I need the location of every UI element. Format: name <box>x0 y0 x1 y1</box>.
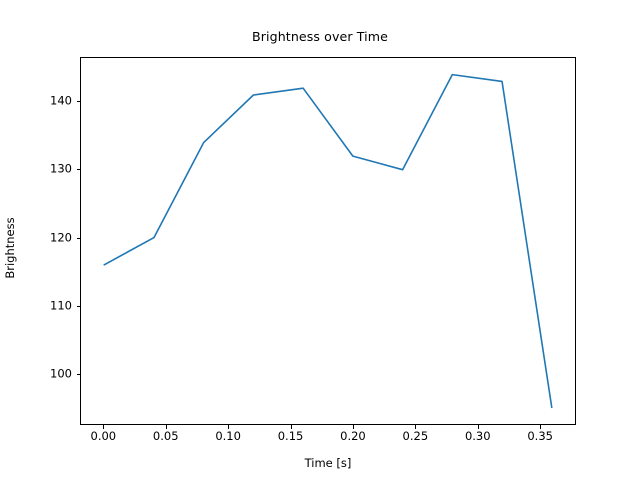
x-tick-label: 0.00 <box>90 429 117 443</box>
x-tick-label: 0.15 <box>277 429 304 443</box>
x-tick-mark <box>290 425 292 429</box>
y-tick-label: 130 <box>50 161 72 176</box>
x-tick-label: 0.05 <box>152 429 179 443</box>
y-tick-label: 120 <box>50 229 72 244</box>
x-tick-label: 0.25 <box>402 429 429 443</box>
x-tick-label: 0.35 <box>527 429 553 443</box>
chart-title: Brightness over Time <box>252 29 388 44</box>
x-tick-mark <box>477 425 479 429</box>
x-tick-label: 0.20 <box>340 429 366 443</box>
x-tick-mark <box>415 425 417 429</box>
x-tick-label: 0.30 <box>464 429 491 443</box>
x-tick-mark <box>165 425 167 429</box>
x-tick-mark <box>228 425 230 429</box>
x-axis-label: Time [s] <box>304 456 352 470</box>
series-line-brightness <box>103 73 553 409</box>
y-tick-label: 100 <box>50 366 72 381</box>
y-tick-label: 140 <box>50 93 72 108</box>
y-axis-label: Brightness <box>3 217 17 279</box>
data-line-series <box>103 73 553 409</box>
plot-area <box>80 57 576 425</box>
y-tick-label: 110 <box>50 298 72 313</box>
x-tick-mark <box>352 425 355 429</box>
x-tick-mark <box>103 425 105 429</box>
x-tick-mark <box>540 425 542 429</box>
x-tick-label: 0.10 <box>215 429 241 443</box>
